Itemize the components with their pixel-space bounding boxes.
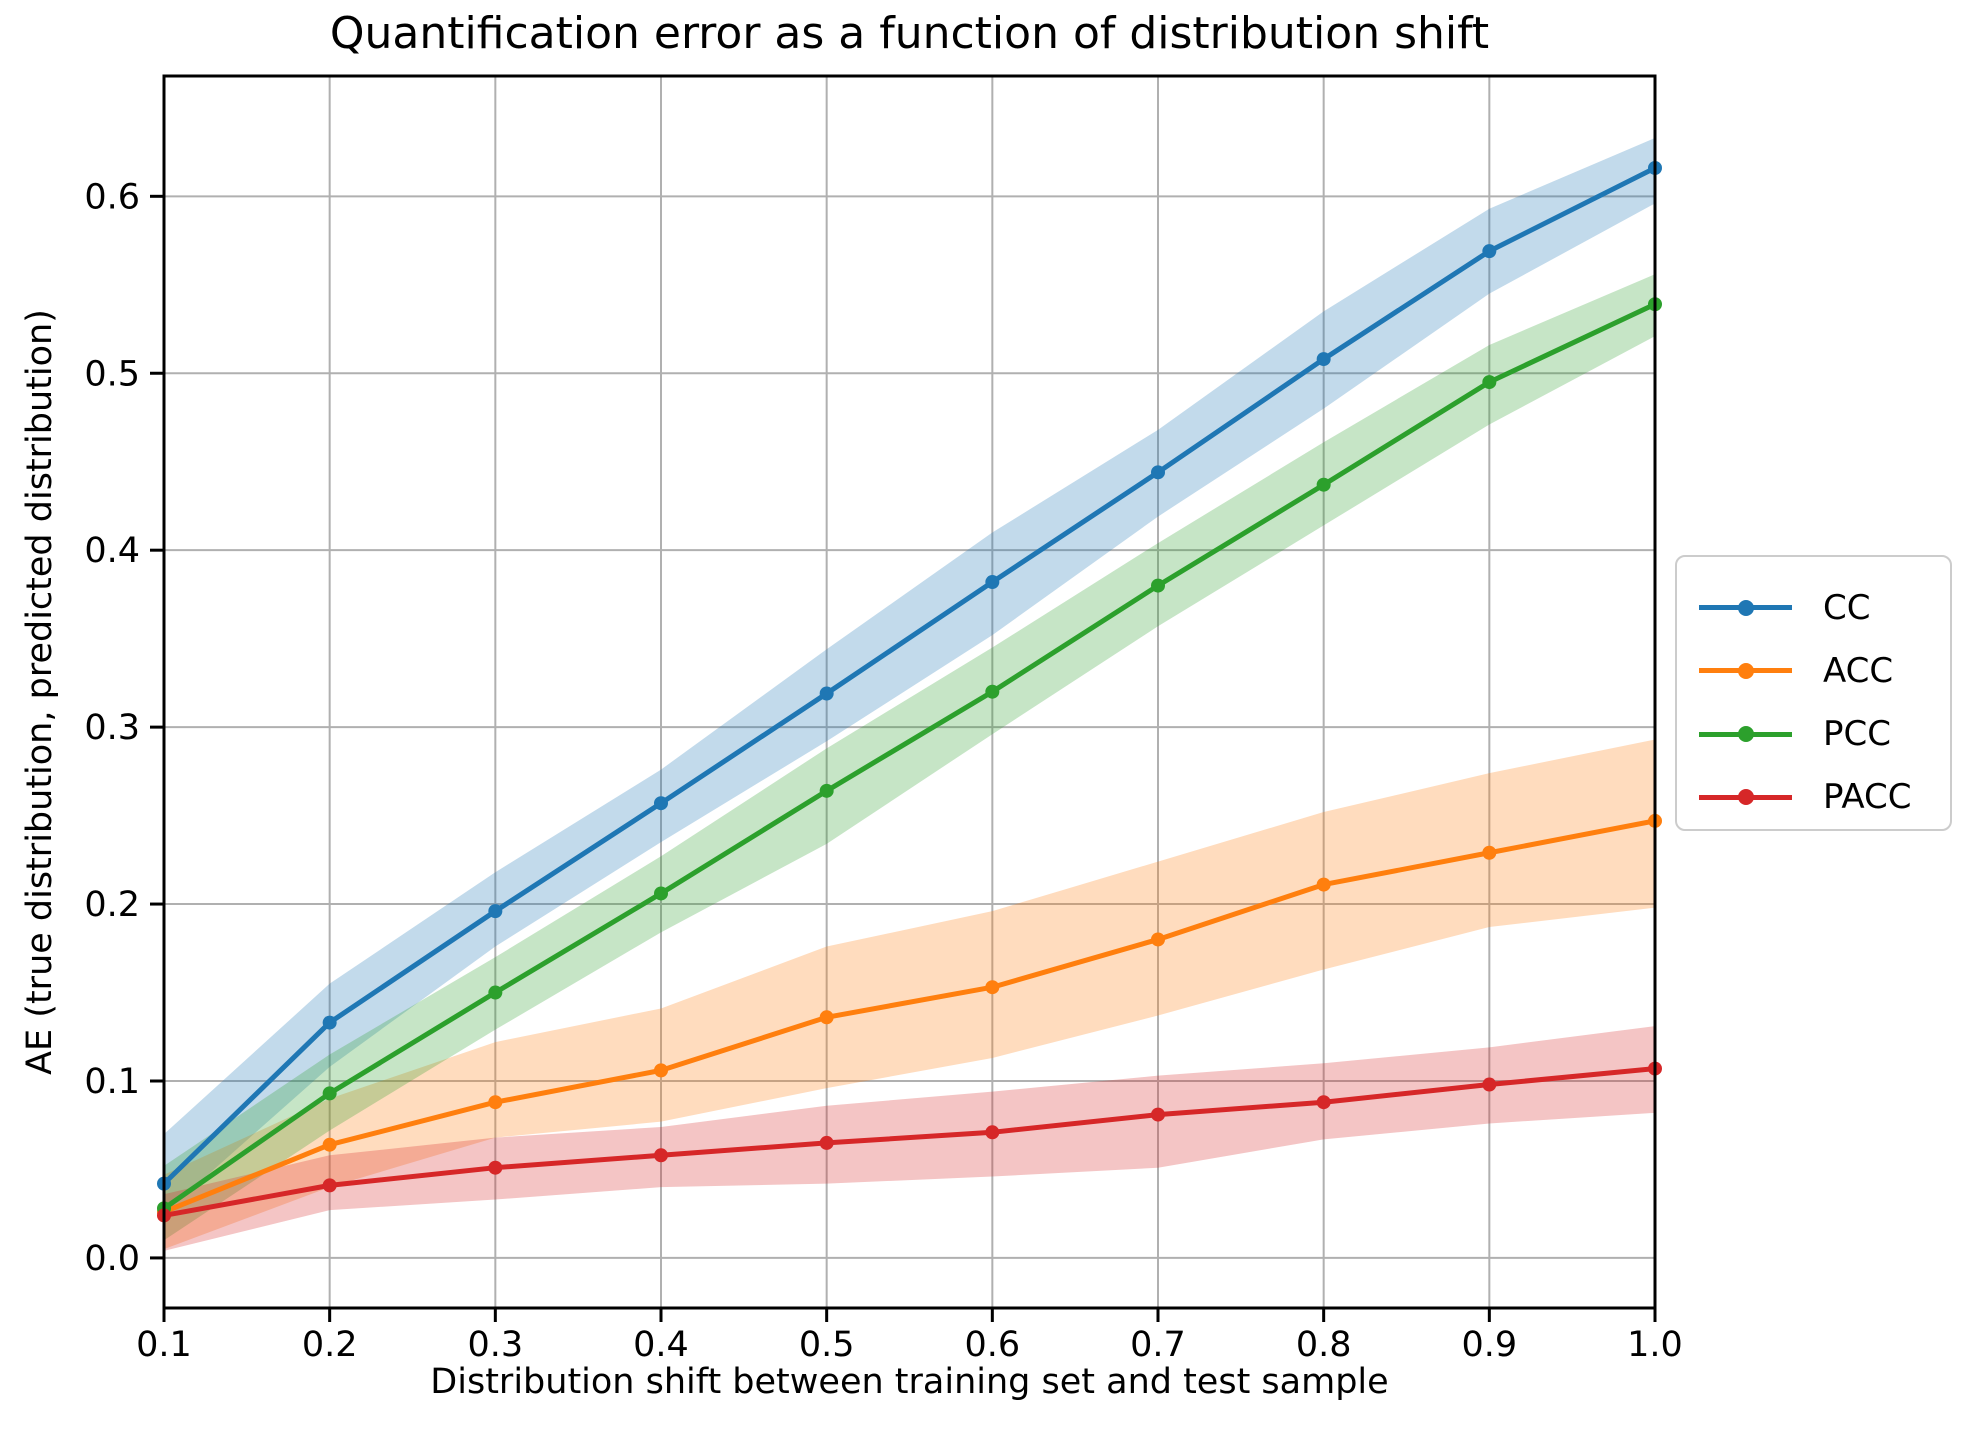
series-line-pacc [161, 1066, 1658, 1218]
data-point-pacc[interactable] [985, 1125, 1000, 1140]
data-point-cc[interactable] [654, 796, 668, 811]
series-line-cc [161, 165, 1658, 1187]
legend-item-acc[interactable]: ACC [1699, 639, 1930, 702]
x-tick-label: 0.2 [302, 1325, 358, 1365]
y-tick-label: 0.5 [84, 354, 140, 394]
data-point-cc[interactable] [1482, 244, 1497, 259]
y-tick-label: 0.4 [84, 531, 140, 571]
data-point-cc[interactable] [322, 1015, 337, 1030]
legend-label: PACC [1823, 777, 1912, 818]
data-point-acc[interactable] [1151, 932, 1165, 947]
legend-line-swatch-pcc [1699, 726, 1792, 743]
x-tick-label: 0.5 [799, 1325, 855, 1365]
x-tick-label: 0.4 [633, 1325, 689, 1365]
legend-marker-dot [1737, 662, 1754, 679]
data-point-pcc[interactable] [1482, 375, 1497, 390]
data-point-pcc[interactable] [1316, 477, 1331, 492]
data-point-acc[interactable] [322, 1137, 337, 1152]
y-tick-label: 0.3 [84, 708, 140, 748]
data-point-pcc[interactable] [985, 684, 1000, 699]
data-point-pacc[interactable] [1482, 1077, 1497, 1092]
legend-marker-dot [1737, 599, 1754, 616]
confidence-band-cc [164, 137, 1655, 1214]
confidence-band-pcc [164, 274, 1655, 1241]
data-point-cc[interactable] [488, 904, 503, 919]
data-point-pacc[interactable] [322, 1178, 337, 1193]
y-tick-label: 0.1 [84, 1062, 140, 1102]
x-tick-label: 0.7 [1130, 1325, 1186, 1365]
data-point-pcc[interactable] [819, 783, 834, 798]
legend-label: ACC [1823, 650, 1894, 691]
data-point-acc[interactable] [819, 1010, 834, 1025]
legend-label: PCC [1823, 714, 1891, 755]
data-point-pacc[interactable] [819, 1135, 834, 1150]
data-point-pacc[interactable] [1151, 1107, 1165, 1122]
x-tick-label: 1.0 [1627, 1325, 1683, 1365]
y-tick-label: 0.0 [84, 1239, 140, 1279]
data-point-acc[interactable] [1316, 877, 1331, 892]
data-point-acc[interactable] [654, 1063, 668, 1078]
y-tick-label: 0.2 [84, 885, 140, 925]
data-point-pcc[interactable] [322, 1086, 337, 1101]
x-tick-label: 0.1 [136, 1325, 192, 1365]
data-point-cc[interactable] [985, 575, 1000, 590]
data-point-pcc[interactable] [488, 985, 503, 1000]
series-line-acc [161, 818, 1658, 1215]
y-tick-label: 0.6 [84, 177, 140, 217]
data-point-pacc[interactable] [654, 1148, 668, 1163]
x-tick-label: 0.3 [467, 1325, 523, 1365]
x-tick-label: 0.8 [1296, 1325, 1352, 1365]
data-point-pcc[interactable] [654, 886, 668, 901]
legend-label: CC [1823, 587, 1871, 628]
x-tick-label: 0.6 [964, 1325, 1020, 1365]
data-point-pacc[interactable] [1316, 1095, 1331, 1110]
legend: CC ACC PCC PACC [1675, 555, 1952, 831]
legend-line-swatch-cc [1699, 599, 1792, 616]
legend-line-swatch-pacc [1699, 789, 1792, 806]
legend-item-pcc[interactable]: PCC [1699, 703, 1930, 766]
data-point-acc[interactable] [488, 1095, 503, 1110]
y-axis-label: AE (true distribution, predicted distrib… [20, 309, 60, 1075]
data-point-pcc[interactable] [1151, 578, 1165, 593]
legend-line-swatch-acc [1699, 662, 1792, 679]
confidence-band-acc [164, 739, 1655, 1250]
data-point-pacc[interactable] [488, 1160, 503, 1175]
x-tick-label: 0.9 [1461, 1325, 1517, 1365]
legend-item-pacc[interactable]: PACC [1699, 766, 1930, 829]
legend-item-cc[interactable]: CC [1699, 576, 1930, 639]
data-point-cc[interactable] [1151, 465, 1165, 480]
axes-spines [162, 74, 1657, 1310]
data-point-acc[interactable] [1482, 845, 1497, 860]
chart-title: Quantification error as a function of di… [329, 8, 1490, 59]
data-point-acc[interactable] [985, 980, 1000, 995]
x-axis-label: Distribution shift between training set … [430, 1362, 1389, 1402]
data-point-cc[interactable] [819, 686, 834, 701]
legend-marker-dot [1737, 789, 1754, 806]
legend-marker-dot [1737, 726, 1754, 743]
series-line-pcc [161, 301, 1658, 1211]
data-point-cc[interactable] [1316, 352, 1331, 367]
